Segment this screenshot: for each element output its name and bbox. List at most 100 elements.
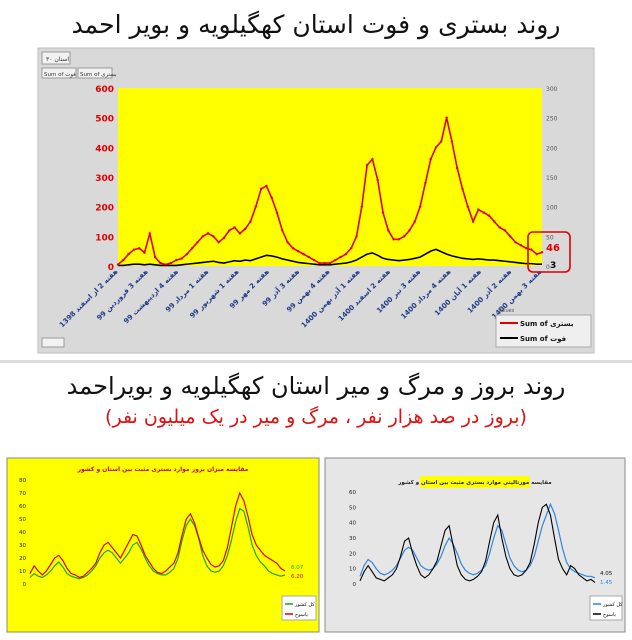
chart1-callout-box [527, 231, 571, 273]
chart2-y-tick: 70 [19, 491, 26, 497]
chart2-y-tick: 30 [19, 543, 26, 549]
chart1-bastari-point [376, 178, 379, 182]
chart1-bastari-point [312, 258, 316, 262]
chart1-bastari-point [408, 229, 411, 232]
chart1-legend-title: Values [498, 308, 515, 314]
chart1-y-left-tick: 0 [108, 263, 114, 273]
chart1-bastari-point [286, 241, 289, 244]
chart2-legend [281, 595, 317, 621]
chart1-bastari-point [450, 140, 454, 143]
chart1-bastari-point [509, 235, 512, 238]
chart3-legend-label-2: یاسوج [603, 612, 617, 618]
chart1-legend [495, 314, 592, 348]
chart1-end-label-fot: 3 [550, 261, 556, 271]
chart2-series-kolkeshvar-line [29, 507, 286, 580]
chart3-y-tick: 50 [349, 505, 356, 511]
chart1-bastari-point [445, 116, 448, 119]
chart2-end-label-1: 6.07 [291, 565, 304, 571]
chart1-bastari-point [249, 220, 252, 223]
chart1-bastari-point [355, 235, 358, 238]
chart3-y-tick: 20 [349, 551, 356, 557]
chart1-bastari-point [440, 140, 443, 143]
chart1-bastari-point [116, 263, 120, 266]
chart3-end-label-1: 4.05 [600, 571, 613, 577]
chart1-bastari-point [397, 238, 401, 241]
chart2-frame [6, 457, 320, 633]
chart1-y-right-tick: 200 [546, 145, 558, 152]
chart1-y-left-tick: 500 [95, 115, 114, 125]
chart2-series-yasuj-line [29, 491, 286, 579]
chart1-bastari-point [201, 235, 204, 238]
chart1-bastari-point [424, 181, 427, 185]
chart1-bastari-point [498, 226, 501, 229]
main-title: روند بستری و فوت استان کهگیلویه و بویر ا… [71, 10, 561, 39]
chart1-series-fot-line [118, 248, 542, 267]
chart1-bastari-point [530, 248, 533, 251]
chart3-y-tick: 0 [353, 582, 357, 588]
chart1-bastari-point [487, 214, 491, 217]
chart1-bastari-point [403, 235, 406, 238]
chart1-bastari-point [259, 187, 263, 191]
chart1-bastari-point [297, 249, 300, 253]
chart2-y-tick: 80 [19, 478, 26, 484]
chart1-bastari-point [291, 247, 295, 250]
chart1-y-right-tick: 100 [546, 205, 558, 212]
chart2-y-tick: 50 [19, 517, 26, 523]
chart2-end-label-2: 6.20 [291, 574, 304, 580]
section-divider [0, 360, 632, 363]
chart2-y-tick: 0 [23, 582, 27, 588]
chart3-y-tick: 30 [349, 536, 356, 542]
chart1-bastari-point [206, 232, 210, 235]
chart1-bastari-point [318, 261, 321, 265]
chart1-bastari-point [265, 184, 268, 188]
chart3-series-yasuj-line [359, 503, 596, 583]
chart1-y-right-tick: 150 [546, 175, 558, 182]
chart1-bastari-point [302, 252, 305, 256]
chart1-bastari-point [461, 187, 464, 191]
chart3-y-tick: 10 [349, 567, 356, 573]
chart2-legend-label-1: کل کشور [294, 602, 315, 608]
chart1-bastari-point [392, 238, 395, 241]
chart1-bastari-point [413, 220, 416, 223]
chart1-bastari-point [429, 158, 432, 161]
chart1-bastari-point [233, 226, 236, 229]
chart1-bastari-point [164, 263, 167, 266]
chart1-y-right-tick: 250 [546, 116, 558, 123]
chart1-bastari-point [191, 247, 194, 250]
chart1-bastari-point [217, 241, 220, 244]
chart1-bastari-point [466, 205, 469, 208]
chart1-bastari-point [381, 211, 385, 214]
chart1-bastari-point [365, 163, 369, 167]
chart1-bastari-point [514, 241, 517, 244]
chart3-title: مقایسه مورتالیتی موارد بستری مثبت بین اس… [397, 479, 551, 486]
chart1-bastari-point [238, 232, 242, 235]
chart1-bastari-point [143, 251, 146, 254]
chart1-field-label-2: Sum of بستری [80, 72, 117, 78]
chart1-bastari-point [323, 261, 326, 265]
chart1-filter-label: استان ۳۰ [46, 56, 69, 63]
section2-title: روند بروز و مرگ و میر استان کهگیلویه و ب… [66, 372, 566, 400]
chart1-bastari-point [122, 258, 125, 262]
chart1-bastari-point [503, 229, 507, 232]
chart1-bastari-point [477, 208, 480, 211]
chart1-bastari-point [275, 211, 279, 214]
chart1-field-button-2 [77, 67, 113, 79]
chart2-title: مقایسه میزان بروز موارد بستری مثبت بین ا… [77, 466, 249, 473]
chart2-y-tick: 20 [19, 556, 26, 562]
chart1-bastari-point [418, 205, 422, 208]
chart1-legend-label-bastari: Sum of بستری [520, 320, 574, 328]
chart1-bastari-point [344, 252, 348, 256]
chart1-bastari-point [524, 247, 528, 250]
chart1-y-left-tick: 200 [95, 204, 114, 214]
chart1-bastari-point [482, 211, 485, 214]
chart1-bastari-point [328, 261, 332, 265]
chart1-y-left-tick: 600 [95, 85, 114, 95]
chart1-bastari-point [185, 252, 189, 256]
chart1-bastari-point [222, 236, 226, 240]
chart1-bastari-point [138, 247, 141, 250]
chart1-bastari-point [180, 257, 183, 260]
chart2-y-tick: 60 [19, 504, 26, 510]
chart1-y-left-tick: 300 [95, 174, 114, 184]
chart1-bastari-point [434, 146, 438, 149]
